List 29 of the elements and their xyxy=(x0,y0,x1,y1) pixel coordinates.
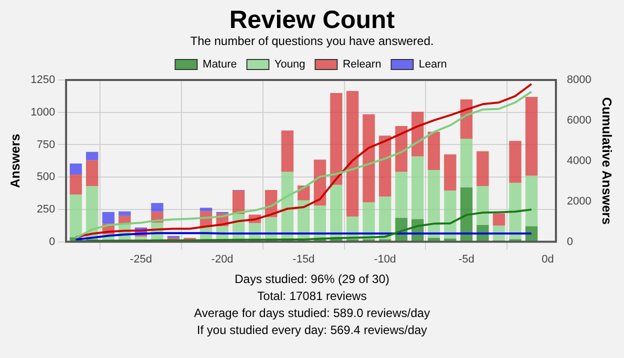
text: If you studied every day: 569.4 reviews/day xyxy=(196,322,428,339)
text: Days studied: 96% (29 of 30) xyxy=(234,271,390,288)
y2-tick-label: 6000 xyxy=(566,114,592,126)
x-tick-label: -5d xyxy=(458,253,474,266)
legend-label: Relearn xyxy=(342,58,382,71)
x-tick-label: -25d xyxy=(130,253,152,266)
x-tick-label: -10d xyxy=(374,253,396,266)
y2-tick-label: 4000 xyxy=(566,154,592,167)
y-tick-label: 1250 xyxy=(30,74,56,86)
chart-subtitle: The number of questions you have answered. xyxy=(189,34,435,49)
y-tick-label: 750 xyxy=(36,138,56,151)
y2-tick-label: 0 xyxy=(566,236,574,248)
legend-label: Young xyxy=(274,58,306,71)
text: Average for days studied: 589.0 reviews/day xyxy=(193,305,431,322)
y-tick-label: 250 xyxy=(36,203,56,216)
y-tick-label: 0 xyxy=(48,236,56,248)
text: Total: 17081 reviews xyxy=(256,288,368,305)
x-tick-label: 0d xyxy=(542,253,554,266)
x-tick-label: -15d xyxy=(292,253,315,266)
y-tick-label: 1000 xyxy=(30,106,56,118)
legend-label: Learn xyxy=(418,58,447,71)
y2-tick-label: 2000 xyxy=(566,195,592,208)
legend-label: Mature xyxy=(202,58,237,71)
y2-axis-title: Cumulative Answers xyxy=(600,97,615,225)
y-axis-title: Answers xyxy=(7,134,22,188)
y2-tick-label: 8000 xyxy=(566,74,592,86)
y-tick-label: 500 xyxy=(36,171,56,184)
x-tick-label: -20d xyxy=(211,253,234,266)
chart-title: Review Count xyxy=(228,6,396,34)
